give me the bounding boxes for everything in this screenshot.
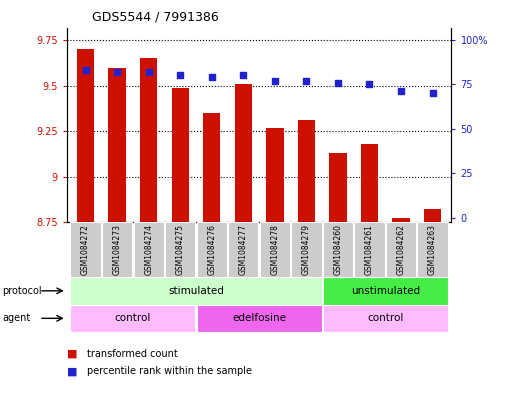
Bar (291, 222, 322, 277)
Point (113, 69, 121, 75)
Text: unstimulated: unstimulated (351, 286, 420, 296)
Text: agent: agent (3, 313, 31, 323)
Text: control: control (115, 313, 151, 323)
Bar (70, 305, 195, 332)
Bar (418, 222, 448, 277)
Point (428, 90, 437, 96)
Text: GSM1084260: GSM1084260 (333, 224, 342, 275)
Text: transformed count: transformed count (87, 349, 178, 359)
Point (397, 88, 405, 95)
Text: GSM1084263: GSM1084263 (428, 224, 437, 275)
Bar (329, 153, 347, 222)
Text: GSM1084262: GSM1084262 (397, 224, 405, 275)
Bar (77, 50, 94, 222)
Bar (70, 222, 101, 277)
Point (334, 79, 342, 86)
Bar (298, 120, 315, 222)
Text: ■: ■ (67, 366, 77, 376)
Bar (266, 127, 284, 222)
Text: percentile rank within the sample: percentile rank within the sample (87, 366, 252, 376)
Text: GDS5544 / 7991386: GDS5544 / 7991386 (92, 11, 219, 24)
Bar (234, 84, 252, 222)
Text: GSM1084261: GSM1084261 (365, 224, 374, 275)
Text: GSM1084278: GSM1084278 (270, 224, 280, 275)
Bar (361, 144, 378, 222)
Bar (323, 305, 448, 332)
Bar (196, 305, 322, 332)
Point (82, 67, 90, 73)
Bar (102, 222, 132, 277)
Text: GSM1084276: GSM1084276 (207, 224, 216, 275)
Text: GSM1084277: GSM1084277 (239, 224, 248, 275)
Point (176, 72, 184, 79)
Point (239, 72, 247, 79)
Bar (196, 222, 227, 277)
Bar (171, 88, 189, 222)
Text: ■: ■ (67, 349, 77, 359)
Bar (323, 222, 353, 277)
Point (365, 81, 373, 88)
Text: GSM1084275: GSM1084275 (176, 224, 185, 275)
Bar (203, 113, 221, 222)
Text: GSM1084272: GSM1084272 (81, 224, 90, 275)
Bar (392, 219, 410, 222)
Point (145, 69, 153, 75)
Bar (354, 222, 385, 277)
Text: protocol: protocol (3, 286, 42, 296)
Bar (133, 222, 164, 277)
Bar (70, 277, 322, 305)
Bar (424, 209, 441, 222)
Text: stimulated: stimulated (168, 286, 224, 296)
Bar (386, 222, 416, 277)
Bar (165, 222, 195, 277)
Point (208, 74, 216, 81)
Text: GSM1084279: GSM1084279 (302, 224, 311, 275)
Text: edelfosine: edelfosine (232, 313, 286, 323)
Point (302, 78, 310, 84)
Bar (323, 277, 448, 305)
Bar (228, 222, 259, 277)
Text: GSM1084274: GSM1084274 (144, 224, 153, 275)
Text: control: control (367, 313, 403, 323)
Bar (108, 68, 126, 222)
Bar (260, 222, 290, 277)
Bar (140, 59, 157, 222)
Text: GSM1084273: GSM1084273 (113, 224, 122, 275)
Point (271, 78, 279, 84)
